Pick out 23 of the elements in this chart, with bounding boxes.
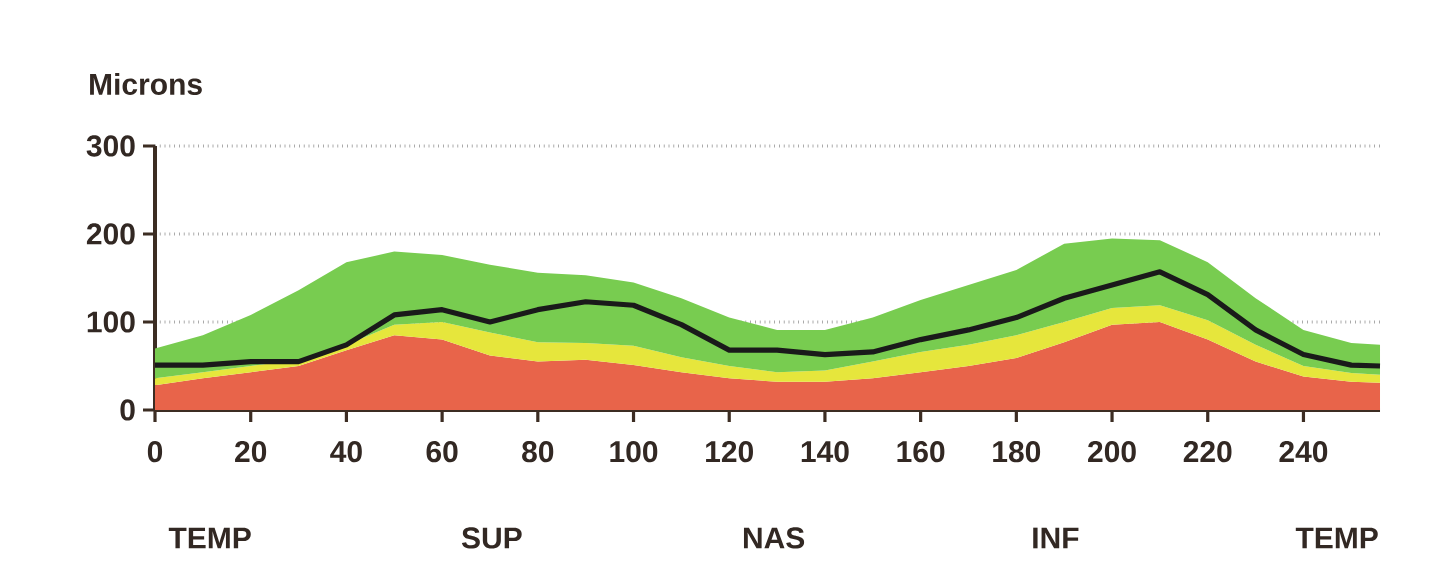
x-tick-label: 60 (426, 441, 458, 463)
text: INF (1033, 527, 1079, 549)
y-tick-label: 0 (120, 399, 135, 421)
y-axis-title: Microns (90, 72, 202, 95)
text: SUP (461, 527, 522, 549)
x-tick-label: 140 (801, 441, 849, 463)
text: TEMP (1295, 527, 1378, 549)
x-tick-label: 240 (1279, 441, 1328, 463)
text: NAS (743, 527, 805, 549)
x-tick-label: 160 (897, 441, 945, 463)
x-tick-label: 120 (706, 441, 753, 463)
y-tick-label: 100 (87, 311, 135, 333)
x-tick-label: 220 (1183, 441, 1232, 463)
x-tick-label: 180 (993, 441, 1041, 463)
x-tick-label: 80 (522, 441, 554, 463)
x-tick-label: 100 (610, 441, 658, 463)
y-tick-label: 300 (86, 135, 135, 157)
x-tick-label: 40 (330, 441, 362, 463)
x-tick-label: 0 (147, 441, 163, 463)
x-tick-label: 20 (235, 441, 267, 463)
text: TEMP (168, 527, 251, 549)
y-tick-label: 200 (86, 223, 135, 245)
x-tick-label: 200 (1088, 441, 1136, 463)
